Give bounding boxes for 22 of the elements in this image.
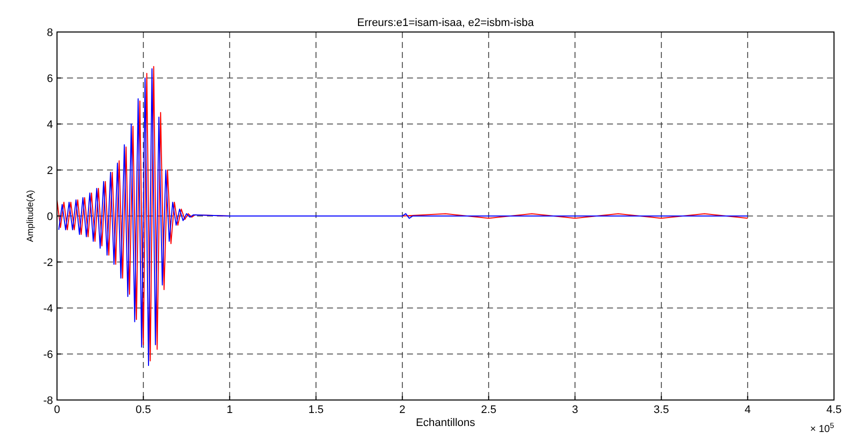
x-axis-title: Echantillons xyxy=(416,417,476,429)
x-tick-label: 2.5 xyxy=(481,404,496,416)
chart-title: Erreurs:e1=isam-isaa, e2=isbm-isba xyxy=(357,17,535,29)
y-tick-label: 8 xyxy=(46,27,53,39)
x-tick-label: 4.5 xyxy=(826,404,842,416)
y-tick-label: -2 xyxy=(43,257,53,269)
y-tick-label: 0 xyxy=(46,211,53,223)
x-tick-label: 2 xyxy=(399,404,406,416)
y-axis-title: Amplitude(A) xyxy=(25,190,35,242)
y-tick-label: -8 xyxy=(43,395,53,407)
y-tick-label: -6 xyxy=(43,349,53,361)
x-tick-label: 3.5 xyxy=(654,404,669,416)
x-tick-label: 3 xyxy=(572,404,578,416)
x-tick-label: 1.5 xyxy=(308,404,324,416)
x-tick-label: 1 xyxy=(226,404,233,416)
x-tick-label: 4 xyxy=(744,404,751,416)
y-tick-label: 6 xyxy=(46,73,53,85)
text: × 10$^{5}$ xyxy=(810,420,834,435)
x-tick-label: 0.5 xyxy=(136,404,151,416)
y-tick-label: -4 xyxy=(43,303,53,315)
y-tick-label: 4 xyxy=(46,119,53,131)
y-tick-label: 2 xyxy=(46,165,53,177)
